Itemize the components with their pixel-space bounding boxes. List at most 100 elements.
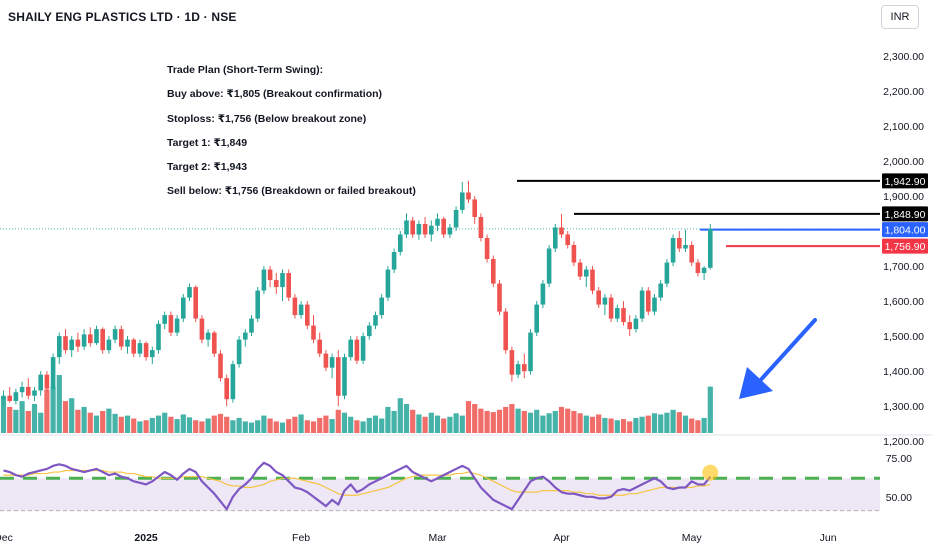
volume-bar bbox=[199, 421, 205, 433]
candle-body bbox=[13, 392, 19, 401]
volume-bar bbox=[267, 418, 273, 433]
candle-body bbox=[125, 339, 130, 347]
candle-body bbox=[218, 353, 223, 379]
volume-bar bbox=[478, 408, 484, 433]
price-tick-label: 1,900.00 bbox=[883, 191, 924, 203]
candle-body bbox=[143, 343, 149, 358]
volume-bar bbox=[558, 406, 565, 433]
volume-bar bbox=[155, 415, 162, 433]
volume-bar bbox=[193, 420, 199, 433]
volume-bar bbox=[577, 413, 583, 433]
time-tick-label: 2025 bbox=[134, 532, 158, 544]
candle-body bbox=[491, 259, 496, 284]
candle-body bbox=[553, 227, 558, 249]
candle-body bbox=[416, 223, 422, 235]
candle-body bbox=[658, 283, 663, 298]
volume-bar bbox=[335, 409, 341, 433]
volume-bar bbox=[651, 413, 658, 433]
candle-body bbox=[546, 248, 552, 284]
candle-body bbox=[280, 273, 285, 288]
volume-bar bbox=[552, 410, 558, 433]
candle-body bbox=[478, 216, 484, 238]
rsi-panel: 75.00 50.00 bbox=[0, 434, 932, 512]
candle-body bbox=[590, 269, 595, 291]
candle-body bbox=[367, 325, 372, 337]
level-tag-bg bbox=[882, 173, 928, 189]
trade-plan-line: Trade Plan (Short-Term Swing): bbox=[167, 64, 324, 76]
candle-body bbox=[88, 334, 93, 344]
volume-bar bbox=[180, 414, 186, 433]
volume-bar bbox=[428, 412, 434, 433]
trade-plan-line: Buy above: ₹1,805 (Breakout confirmation… bbox=[167, 88, 383, 101]
candle-body bbox=[695, 262, 701, 274]
volume-bar bbox=[25, 410, 31, 433]
candle-body bbox=[391, 252, 397, 270]
candle-body bbox=[441, 218, 446, 235]
candle-body bbox=[267, 269, 273, 281]
candle-body bbox=[422, 223, 428, 235]
volume-bar bbox=[317, 417, 323, 433]
volume-bar bbox=[323, 415, 329, 433]
candle-body bbox=[57, 336, 62, 358]
volume-bar bbox=[360, 421, 366, 433]
volume-bar bbox=[292, 416, 298, 433]
time-tick-label: Dec bbox=[0, 532, 13, 544]
candle-body bbox=[602, 297, 608, 305]
volume-bar bbox=[149, 417, 155, 433]
price-tick-label: 2,300.00 bbox=[883, 51, 924, 63]
candle-body bbox=[298, 304, 304, 316]
volume-bar bbox=[205, 418, 211, 433]
candle-body bbox=[466, 192, 471, 200]
level-tag-bg bbox=[882, 206, 928, 222]
volume-bar bbox=[329, 419, 335, 433]
volume-bar bbox=[286, 419, 292, 433]
volume-bar bbox=[112, 413, 118, 433]
volume-bar bbox=[410, 409, 416, 433]
volume-bar bbox=[540, 415, 546, 433]
price-tick-label: 2,100.00 bbox=[883, 121, 924, 133]
rsi-line bbox=[3, 461, 712, 511]
volume-bar bbox=[403, 404, 410, 433]
candle-body bbox=[460, 192, 465, 210]
candle-body bbox=[646, 290, 651, 312]
candle-body bbox=[50, 357, 56, 389]
volume-bar bbox=[627, 421, 633, 433]
volume-bar bbox=[162, 412, 168, 433]
volume-bar bbox=[106, 408, 112, 433]
candle-body bbox=[534, 304, 539, 333]
volume-bar bbox=[93, 415, 100, 433]
volume-bar bbox=[472, 404, 478, 433]
price-tick-label: 1,400.00 bbox=[883, 366, 924, 378]
candle-body bbox=[435, 218, 440, 226]
volume-bar bbox=[261, 415, 267, 433]
candle-body bbox=[1, 395, 6, 400]
volume-bar bbox=[441, 418, 447, 433]
trade-plan-annotation: Trade Plan (Short-Term Swing): Buy above… bbox=[167, 58, 416, 204]
volume-bar bbox=[596, 414, 602, 433]
currency-button[interactable]: INR bbox=[881, 5, 919, 29]
candle-body bbox=[701, 267, 707, 274]
volume-bar bbox=[19, 401, 25, 433]
candle-body bbox=[404, 220, 409, 235]
volume-bar bbox=[242, 421, 248, 433]
volume-bar bbox=[490, 412, 496, 433]
candle-body bbox=[205, 332, 211, 340]
volume-bar bbox=[509, 404, 515, 433]
candle-body bbox=[596, 290, 601, 305]
candle-body bbox=[38, 374, 43, 391]
volume-bar bbox=[515, 408, 521, 433]
volume-bar bbox=[379, 418, 385, 433]
candle-body bbox=[615, 308, 620, 319]
volume-bar bbox=[397, 398, 403, 433]
candle-body bbox=[106, 339, 112, 351]
candle-body bbox=[503, 311, 508, 351]
arrow-shaft bbox=[755, 318, 817, 386]
volume-bar bbox=[695, 420, 701, 433]
volume-bar bbox=[459, 415, 465, 433]
candle-body bbox=[69, 339, 74, 351]
volume-bar bbox=[38, 412, 44, 433]
volume-bar bbox=[447, 416, 453, 433]
volume-bar bbox=[391, 410, 397, 433]
candle-body bbox=[187, 287, 192, 298]
